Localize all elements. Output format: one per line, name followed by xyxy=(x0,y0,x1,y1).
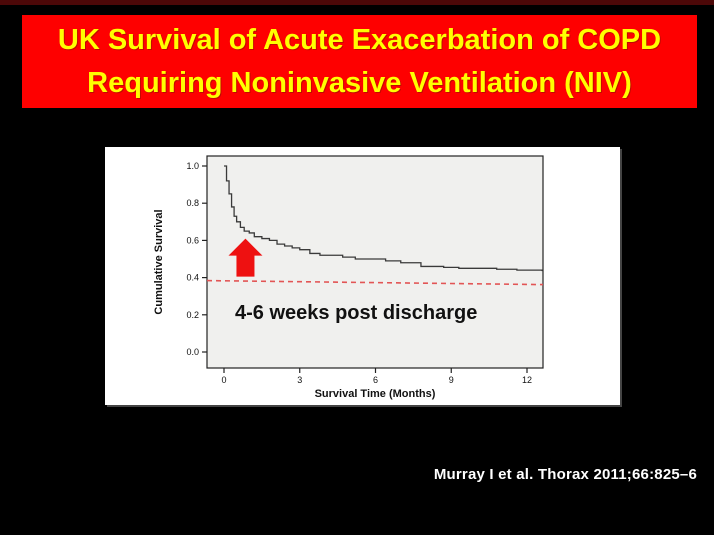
x-tick-label: 3 xyxy=(297,375,302,385)
plot-area xyxy=(206,155,544,369)
y-tick-label: 0.4 xyxy=(186,273,199,283)
x-tick-label: 9 xyxy=(449,375,454,385)
slide-title-line-2: Requiring Noninvasive Ventilation (NIV) xyxy=(87,66,632,99)
y-axis-title: Cumulative Survival xyxy=(153,209,165,314)
red-arrow-icon xyxy=(228,238,263,277)
y-tick-label: 0.2 xyxy=(186,310,199,320)
y-tick-label: 1.0 xyxy=(186,161,199,171)
survival-figure: 0.0 0.2 0.4 0.6 0.8 1.0 0 3 6 9 12 Survival Time (M… xyxy=(105,147,620,405)
annotation-4-6-weeks: 4-6 weeks post discharge xyxy=(235,302,477,324)
x-tick-label: 0 xyxy=(221,375,226,385)
y-tick-label: 0.8 xyxy=(186,198,199,208)
y-tick-label: 0.6 xyxy=(186,235,199,245)
slide-title-line-1: UK Survival of Acute Exacerbation of COP… xyxy=(57,23,662,56)
slide-title-banner: UK Survival of Acute Exacerbation of COP… xyxy=(22,15,697,108)
survival-chart: 0.0 0.2 0.4 0.6 0.8 1.0 0 3 6 9 12 Survival Time (M… xyxy=(153,155,544,400)
x-axis-title: Survival Time (Months) xyxy=(315,388,436,400)
survival-curve xyxy=(224,165,543,272)
top-accent-strip xyxy=(0,0,714,5)
x-tick-label: 6 xyxy=(373,375,378,385)
citation-text: Murray I et al. Thorax 2011;66:825–6 xyxy=(433,466,697,483)
reference-line-0.4 xyxy=(206,279,544,286)
x-tick-label: 12 xyxy=(522,375,532,385)
y-tick-label: 0.0 xyxy=(186,347,199,357)
